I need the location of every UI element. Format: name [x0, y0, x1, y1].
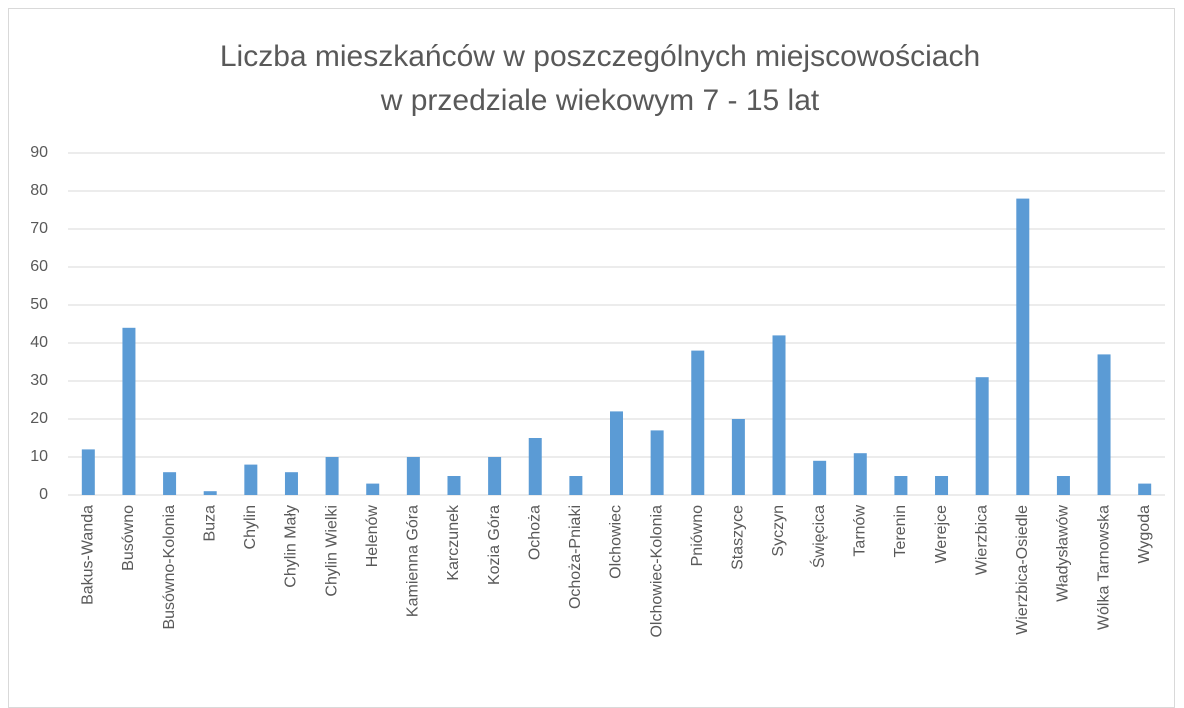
y-tick-label: 50	[30, 296, 48, 313]
bar	[447, 476, 461, 495]
y-tick-label: 90	[30, 144, 48, 161]
x-tick-label: Olchowiec-Kolonia	[648, 505, 665, 638]
bar	[284, 472, 298, 495]
x-tick-label: Święcica	[809, 505, 828, 568]
bar	[894, 476, 908, 495]
bar	[569, 476, 583, 495]
bar	[244, 464, 258, 495]
bar	[650, 430, 664, 495]
bar	[122, 327, 136, 495]
bar	[813, 460, 827, 495]
bar	[366, 483, 380, 495]
bar	[81, 449, 95, 495]
x-tick-label: Wierzbica-Osiedle	[1014, 505, 1031, 635]
x-tick-label: Chylin Wielki	[323, 505, 340, 597]
x-tick-label: Syczyn	[770, 505, 787, 557]
x-tick-label: Kamienna Góra	[405, 505, 422, 617]
x-tick-label: Karczunek	[445, 504, 462, 581]
bar	[853, 453, 867, 495]
bar	[203, 491, 217, 495]
bar	[691, 350, 705, 495]
x-tick-label: Chylin Mały	[283, 505, 300, 588]
y-tick-label: 20	[30, 410, 48, 427]
y-tick-label: 60	[30, 258, 48, 275]
x-tick-label: Wólka Tarnowska	[1095, 505, 1112, 630]
bar	[163, 472, 177, 495]
chart-title: Liczba mieszkańców w poszczególnych miej…	[220, 40, 980, 73]
y-tick-label: 40	[30, 334, 48, 351]
bar	[1138, 483, 1152, 495]
bar	[488, 457, 502, 495]
bar	[1097, 354, 1111, 495]
bar	[1056, 476, 1070, 495]
bar	[731, 419, 745, 495]
y-tick-label: 10	[30, 448, 48, 465]
bar	[772, 335, 786, 495]
x-tick-label: Bakus-Wanda	[80, 505, 97, 605]
y-tick-label: 0	[39, 486, 48, 503]
chart-title: w przedziale wiekowym 7 - 15 lat	[380, 84, 820, 117]
bar	[935, 476, 949, 495]
x-tick-label: Ochoża-Pniaki	[567, 505, 584, 609]
y-tick-label: 80	[30, 182, 48, 199]
bar	[975, 377, 989, 495]
x-tick-label: Ochoża	[526, 505, 543, 560]
x-tick-label: Olchowiec	[608, 505, 625, 579]
x-tick-label: Busówno-Kolonia	[161, 505, 178, 630]
x-tick-label: Władysławów	[1055, 505, 1072, 602]
x-tick-label: Buza	[201, 505, 218, 542]
bar	[1016, 198, 1030, 495]
bar	[610, 411, 623, 495]
x-tick-label: Wygoda	[1136, 505, 1153, 564]
bar	[406, 457, 420, 495]
chart-frame	[8, 8, 1175, 708]
x-tick-label: Busówno	[120, 505, 137, 571]
x-tick-label: Wierzbica	[973, 505, 990, 575]
x-tick-label: Staszyce	[730, 505, 747, 570]
x-tick-label: Werejce	[933, 505, 950, 563]
bar	[325, 457, 339, 495]
x-tick-label: Helenów	[364, 505, 381, 568]
x-tick-label: Chylin	[242, 505, 259, 549]
x-tick-label: Tarnów	[851, 505, 868, 557]
x-tick-label: Terenin	[892, 505, 909, 557]
bar	[528, 438, 542, 495]
x-tick-label: Kozia Góra	[486, 505, 503, 585]
x-tick-label: Pniówno	[689, 505, 706, 566]
y-tick-label: 70	[30, 220, 48, 237]
y-tick-label: 30	[30, 372, 48, 389]
